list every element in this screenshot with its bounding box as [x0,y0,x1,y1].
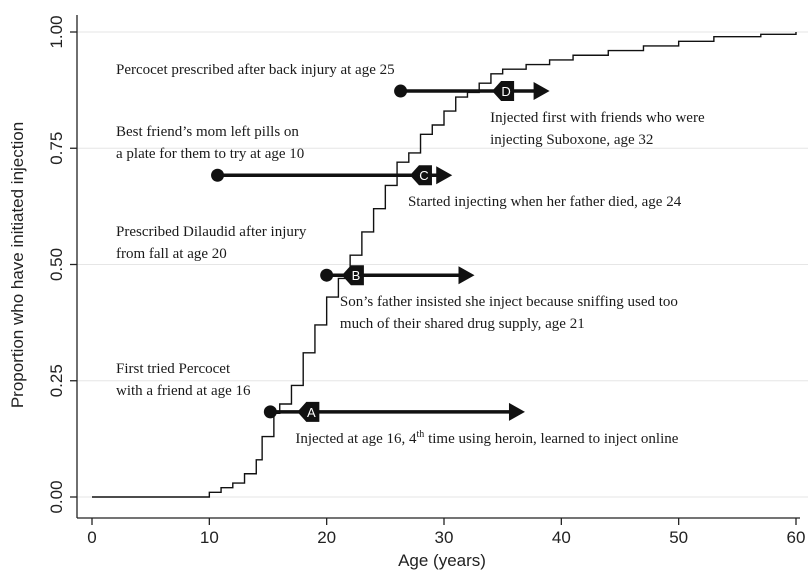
start-dot [320,268,334,282]
x-tick-label: 60 [787,528,806,547]
note-before: from fall at age 20 [116,246,227,262]
x-tick-label: 40 [552,528,571,547]
note-part: Injected at age 16, 4 [295,431,417,447]
step-line [92,32,797,498]
note-after: injecting Suboxone, age 32 [490,132,653,148]
start-dot [394,84,408,98]
note-before: First tried Percocet [116,361,231,377]
y-tick-label: 0.75 [47,132,66,165]
start-dot [263,405,277,419]
y-axis-label: Proportion who have initiated injection [8,122,27,408]
note-part: time using heroin, learned to inject onl… [424,431,678,447]
note-after: Injected first with friends who were [490,110,705,126]
arrow-head [436,166,453,185]
x-tick-label: 30 [435,528,454,547]
start-dot [211,168,225,182]
arrow-head [508,402,525,421]
note-before: Best friend’s mom left pills on [116,124,299,140]
inject-marker [341,265,364,286]
note-part: Injected first with friends who were [490,110,705,126]
arrow-head [458,266,475,285]
y-tick-label: 1.00 [47,15,66,48]
x-axis-label: Age (years) [398,551,486,570]
inject-marker [297,401,320,422]
arrow-head [533,82,550,101]
x-tick-label: 50 [669,528,688,547]
note-part: much of their shared drug supply, age 21 [340,316,585,332]
inject-marker [409,165,432,186]
note-part: injecting Suboxone, age 32 [490,132,653,148]
x-tick-label: 20 [317,528,336,547]
x-tick-label: 0 [87,528,96,547]
note-part: Started injecting when her father died, … [408,194,682,210]
inject-label: A [307,405,316,420]
inject-label: B [352,268,361,283]
inject-label: C [419,168,428,183]
note-part: th [417,429,425,440]
note-before: with a friend at age 16 [116,383,251,399]
note-after: Son’s father insisted she inject because… [340,294,678,310]
note-part: Son’s father insisted she inject because… [340,294,678,310]
x-tick-label: 10 [200,528,219,547]
inject-marker [492,81,515,102]
note-before: a plate for them to try at age 10 [116,146,304,162]
note-before: Percocet prescribed after back injury at… [116,62,395,78]
y-tick-label: 0.25 [47,364,66,397]
note-before: Prescribed Dilaudid after injury [116,224,307,240]
note-after: much of their shared drug supply, age 21 [340,316,585,332]
inject-label: D [501,84,510,99]
note-after: Started injecting when her father died, … [408,194,682,210]
y-tick-label: 0.50 [47,248,66,281]
y-tick-label: 0.00 [47,480,66,513]
note-after: Injected at age 16, 4th time using heroi… [295,429,678,447]
